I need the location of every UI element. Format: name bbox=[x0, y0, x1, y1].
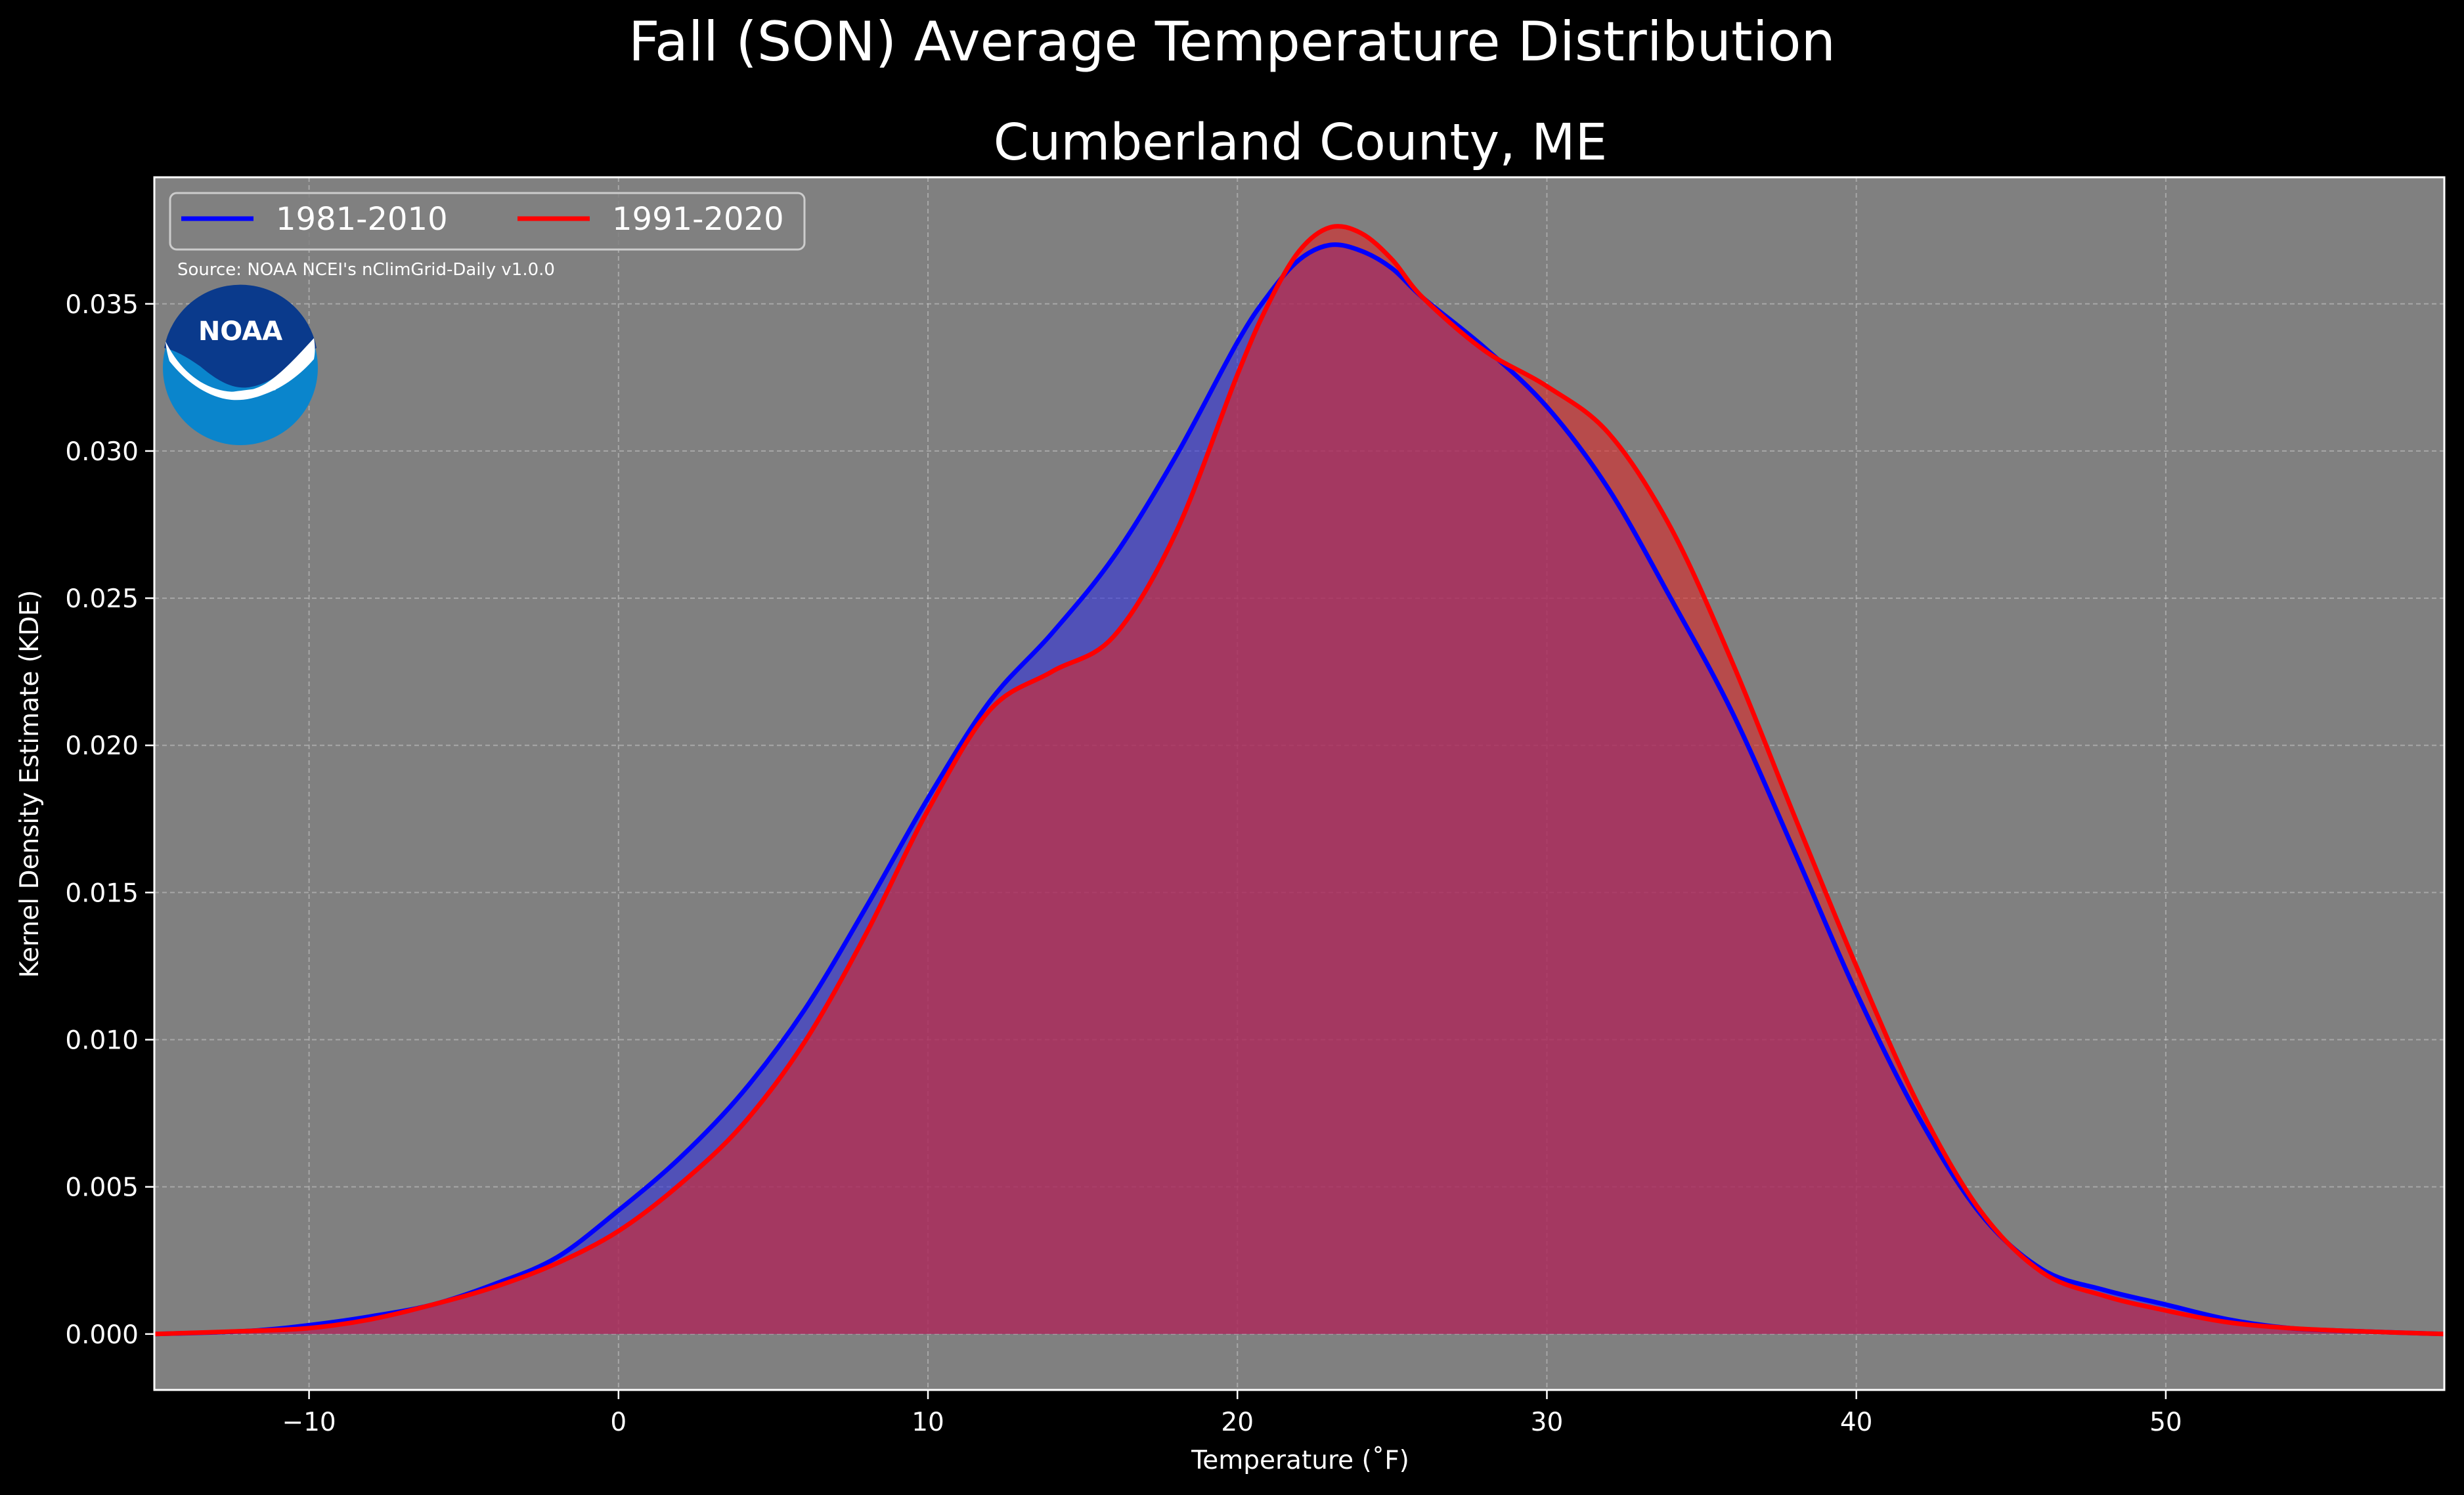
source-note: Source: NOAA NCEI's nClimGrid-Daily v1.0… bbox=[177, 260, 555, 280]
y-tick-label: 0.025 bbox=[65, 584, 139, 614]
x-tick-label: 50 bbox=[2149, 1408, 2182, 1437]
x-tick-label: 20 bbox=[1221, 1408, 1254, 1437]
y-tick-label: 0.015 bbox=[65, 878, 139, 908]
legend-label-1991-2020: 1991-2020 bbox=[612, 201, 784, 238]
noaa-logo: NOAA bbox=[163, 284, 318, 445]
legend-box bbox=[169, 192, 806, 251]
y-axis-label: Kernel Density Estimate (KDE) bbox=[15, 590, 45, 978]
chart-subtitle: Cumberland County, ME bbox=[994, 114, 1608, 172]
y-tick-label: 0.035 bbox=[65, 290, 139, 320]
x-axis-label: Temperature (˚F) bbox=[1191, 1446, 1409, 1475]
y-tick-label: 0.000 bbox=[65, 1320, 139, 1350]
x-tick-label: 0 bbox=[610, 1408, 627, 1437]
y-tick-label: 0.020 bbox=[65, 731, 139, 761]
x-tick-label: 40 bbox=[1840, 1408, 1873, 1437]
legend-label-1981-2010: 1981-2010 bbox=[276, 201, 448, 238]
legend: 1981-2010 1991-2020 bbox=[169, 192, 806, 251]
x-tick-label: −10 bbox=[282, 1408, 336, 1437]
line-1991-2020 bbox=[154, 224, 2445, 1337]
area-1991-2020 bbox=[154, 226, 2444, 1334]
x-tick-label: 10 bbox=[912, 1408, 944, 1437]
y-tick-label: 0.030 bbox=[65, 437, 139, 467]
y-tick-label: 0.010 bbox=[65, 1026, 139, 1056]
axis-ticks: −10 0 10 20 30 40 50 0.000 0.005 0.010 0.015 0.020 0… bbox=[65, 290, 2182, 1437]
x-tick-label: 30 bbox=[1531, 1408, 1564, 1437]
plot-frame bbox=[153, 176, 2446, 1391]
series-layer bbox=[154, 224, 2445, 1337]
noaa-logo-text: NOAA bbox=[198, 316, 282, 347]
y-tick-label: 0.005 bbox=[65, 1173, 139, 1203]
chart-suptitle: Fall (SON) Average Temperature Distribut… bbox=[628, 10, 1836, 74]
